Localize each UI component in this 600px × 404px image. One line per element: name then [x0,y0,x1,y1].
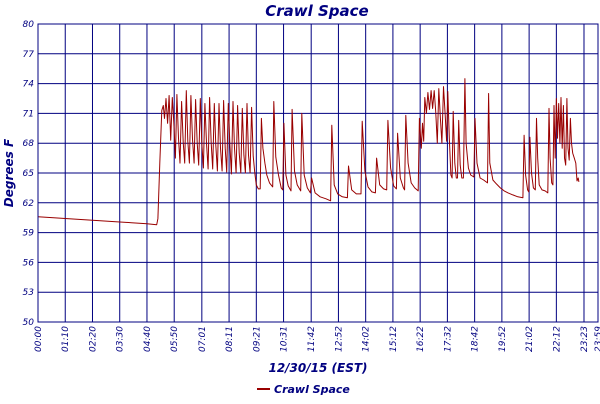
y-tick-label: 56 [23,258,35,268]
x-tick-label: 01:10 [61,326,71,352]
x-tick-label: 00:00 [34,326,44,352]
x-tick-label: 11:42 [307,326,317,352]
x-tick-label: 23:59 [594,326,600,352]
y-tick-label: 77 [23,50,35,60]
x-tick-label: 10:31 [280,326,290,352]
grid [37,23,599,323]
x-tick-label: 19:52 [498,326,508,352]
legend-label: Crawl Space [274,383,350,396]
y-tick-label: 80 [23,20,35,30]
x-tick-label: 15:12 [389,326,399,352]
x-tick-label: 09:21 [252,326,262,352]
series-line-crawl-space [37,78,580,226]
x-tick-label: 14:02 [362,326,372,352]
x-tick-label: 16:22 [416,326,426,352]
y-tick-label: 68 [23,139,35,149]
y-tick-label: 62 [23,199,35,209]
x-tick-label: 12:52 [334,326,344,352]
x-tick-label: 07:01 [198,326,208,352]
y-tick-label: 74 [23,80,35,90]
y-tick-label: 65 [23,169,35,179]
x-tick-label: 21:02 [525,326,535,352]
y-tick-label: 71 [23,109,34,119]
y-tick-label: 53 [23,288,35,298]
x-tick-label: 22:12 [552,326,562,352]
x-axis-ticks: 00:00 01:10 02:20 03:30 04:40 05:50 07:01 08:11… [34,326,600,352]
x-tick-label: 05:50 [170,326,180,352]
chart-title: Crawl Space [265,2,368,20]
x-tick-label: 03:30 [116,326,126,352]
x-axis-label: 12/30/15 (EST) [268,361,367,375]
x-tick-label: 18:42 [471,326,481,352]
x-tick-label: 08:11 [225,326,235,352]
x-tick-label: 02:20 [88,326,98,352]
y-tick-label: 59 [23,229,35,239]
series-layer [37,78,580,226]
y-axis-label: Degrees F [2,138,16,207]
y-axis-ticks: 50 53 56 59 62 65 68 71 74 77 80 [23,20,35,328]
x-tick-label: 17:32 [443,326,453,352]
legend: Crawl Space [257,383,350,396]
x-tick-label: 04:40 [143,326,153,352]
plot-frame [37,23,599,323]
y-tick-label: 50 [23,318,35,328]
x-tick-label: 23:23 [580,326,590,352]
